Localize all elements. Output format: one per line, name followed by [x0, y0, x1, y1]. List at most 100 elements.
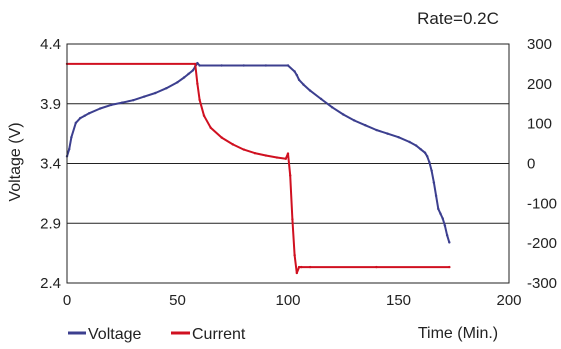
x-tick-label: 100 [275, 292, 300, 309]
y-axis-label: Voltage (V) [7, 122, 24, 201]
rate-annotation: Rate=0.2C [417, 9, 499, 28]
data-point-voltage [331, 106, 334, 109]
data-point-voltage [83, 114, 86, 117]
legend: Voltage Current [68, 326, 246, 343]
y2-tick-label: -300 [527, 275, 557, 292]
data-point-voltage [448, 241, 451, 244]
data-point-voltage [286, 64, 290, 67]
data-point-voltage [110, 103, 113, 107]
series-lines [65, 61, 451, 275]
data-point-current [220, 136, 223, 139]
data-point-voltage [98, 107, 102, 110]
y2-tick-label: -100 [527, 195, 557, 212]
data-point-voltage [242, 64, 245, 67]
data-point-voltage [191, 69, 195, 72]
data-point-current [300, 265, 303, 269]
data-point-current [198, 98, 201, 101]
data-point-current [308, 265, 312, 269]
data-point-voltage [87, 112, 91, 115]
data-point-voltage [196, 61, 199, 65]
data-point-voltage [264, 64, 268, 67]
data-point-voltage [434, 194, 438, 197]
data-point-voltage [364, 124, 367, 127]
data-point-voltage [423, 151, 427, 154]
data-point-voltage [386, 132, 389, 135]
data-point-voltage [397, 136, 400, 139]
tick-labels: 0 50 100 150 200 2.4 2.9 3.4 3.9 4.4 -300 -200 -100 0… [40, 36, 557, 309]
data-point-voltage [428, 161, 431, 164]
data-point-voltage [182, 76, 186, 79]
data-point-current [286, 152, 290, 155]
plot-frame [66, 43, 510, 284]
data-point-current [284, 157, 287, 160]
data-point-voltage [302, 83, 305, 86]
series-line-current [67, 62, 450, 274]
x-tick-label: 0 [63, 292, 71, 309]
y2-tick-label: 0 [527, 156, 535, 173]
data-point-voltage [293, 70, 296, 73]
data-point-voltage [426, 155, 429, 158]
data-point-current [375, 265, 378, 269]
data-point-voltage [297, 78, 301, 82]
data-point-voltage [70, 136, 73, 139]
y2-tick-label: 100 [527, 116, 552, 133]
data-point-voltage [443, 224, 447, 227]
data-point-voltage [143, 95, 146, 98]
data-point-current [289, 174, 292, 177]
y2-tick-label: 200 [527, 76, 552, 93]
data-point-voltage [432, 181, 436, 184]
data-point-current [242, 148, 245, 151]
data-point-current [196, 82, 199, 86]
x-tick-label: 200 [496, 292, 521, 309]
series-line-voltage [66, 62, 451, 243]
data-point-voltage [445, 234, 449, 237]
legend-current-label: Current [192, 326, 246, 343]
data-point-voltage [437, 207, 440, 211]
data-point-voltage [439, 212, 442, 215]
data-point-current [209, 126, 212, 129]
data-point-current [264, 154, 268, 157]
data-point-voltage [176, 81, 179, 84]
x-tick-label: 150 [386, 292, 411, 309]
data-point-current [253, 151, 257, 155]
y-tick-label: 2.4 [40, 275, 61, 292]
data-point-current [293, 253, 296, 257]
data-point-voltage [342, 113, 345, 116]
data-point-voltage [430, 169, 433, 172]
legend-voltage-label: Voltage [88, 326, 141, 343]
data-point-current [231, 143, 234, 146]
y-tick-label: 4.4 [40, 36, 61, 53]
data-point-voltage [308, 89, 312, 92]
data-point-voltage [74, 121, 78, 125]
y-tick-label: 2.9 [40, 215, 61, 232]
data-point-current [193, 62, 197, 66]
data-point-voltage [319, 97, 323, 101]
data-point-voltage [419, 147, 422, 151]
data-point-voltage [353, 119, 356, 122]
data-point-voltage [375, 128, 378, 132]
x-tick-label: 50 [169, 292, 186, 309]
data-point-voltage [295, 73, 299, 77]
data-point-voltage [198, 64, 201, 67]
y-tick-label: 3.4 [40, 156, 61, 173]
data-point-voltage [408, 140, 411, 144]
data-point-current [297, 265, 301, 269]
y2-tick-label: -200 [527, 235, 557, 252]
data-point-voltage [132, 98, 135, 102]
data-point-voltage [220, 64, 223, 67]
data-point-voltage [414, 144, 418, 147]
y2-tick-label: 300 [527, 36, 552, 53]
data-point-voltage [121, 101, 124, 104]
data-point-voltage [79, 116, 82, 120]
data-point-voltage [154, 91, 157, 95]
data-point-current [448, 265, 451, 269]
data-point-current [275, 156, 279, 159]
data-point-voltage [187, 72, 190, 76]
data-point-current [291, 218, 294, 221]
data-point-voltage [165, 87, 168, 90]
x-axis-label: Time (Min.) [418, 325, 498, 342]
data-point-voltage [441, 217, 444, 220]
data-point-voltage [68, 147, 71, 151]
y-tick-label: 3.9 [40, 96, 61, 113]
